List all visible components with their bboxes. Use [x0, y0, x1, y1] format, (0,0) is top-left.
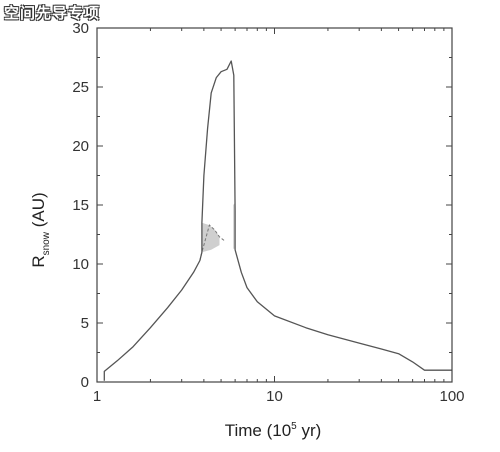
y-tick-label: 0	[81, 374, 89, 391]
y-tick-label: 5	[81, 315, 89, 332]
x-tick-label: 100	[439, 388, 464, 405]
x-tick-label: 10	[266, 388, 283, 405]
y-tick-label: 15	[72, 197, 89, 214]
series-lines	[103, 60, 452, 381]
y-tick-label: 10	[72, 256, 89, 273]
shaded-region-0	[201, 222, 220, 253]
x-tick-label: 1	[93, 388, 101, 405]
axis-ticks: 0 5 10 15 20 25 30 1 10 100	[72, 20, 464, 405]
y-tick-label: 30	[72, 20, 89, 37]
plot-frame	[96, 27, 453, 383]
y-tick-label: 20	[72, 138, 89, 155]
y-tick-label: 25	[72, 79, 89, 96]
series-line-0	[103, 60, 452, 381]
watermark-text: 空间先导专项	[4, 4, 101, 22]
x-axis-label: Time (105 yr)	[225, 421, 322, 440]
y-axis-label: Rsnow (AU)	[29, 192, 52, 267]
shaded-regions	[201, 202, 236, 253]
